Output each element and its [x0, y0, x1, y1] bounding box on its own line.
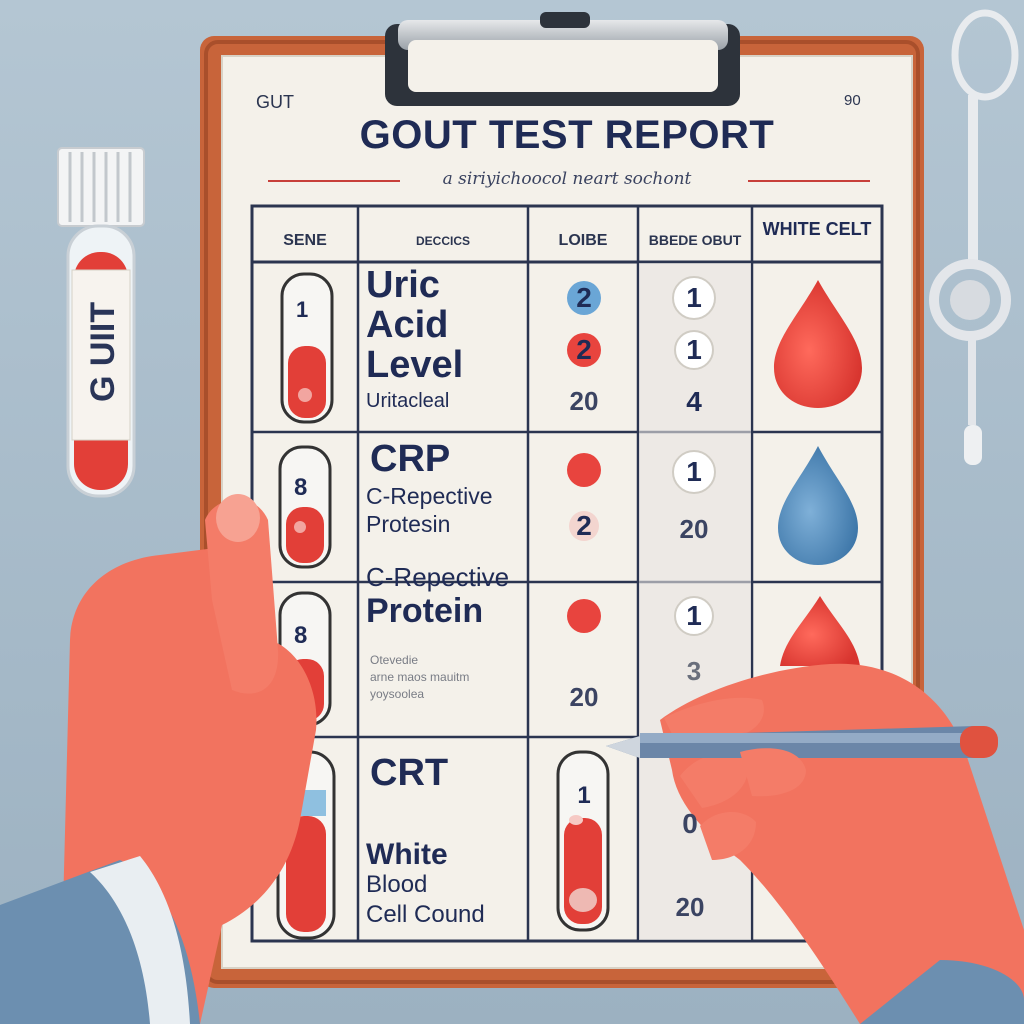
stethoscope-icon [929, 9, 1019, 465]
row1-count-1: 1 [686, 282, 702, 313]
row1-count-2: 1 [686, 334, 702, 365]
header-col-1: SENE [283, 232, 327, 249]
row1-name-line-1: Uric [366, 264, 440, 306]
pen-icon [606, 726, 998, 758]
corner-label-left: GUT [256, 92, 294, 112]
row3-note-3: yoysoolea [370, 687, 425, 701]
row2-sub-line-2: Protesin [366, 511, 451, 537]
row2-value-1: 2 [576, 510, 592, 541]
header-col-2: DECCICS [416, 234, 470, 248]
row1-test-name: Uric Acid Level [366, 265, 463, 385]
row3-count-1: 1 [686, 600, 702, 631]
row4-sub-line-3: Cell Cound [366, 901, 485, 928]
row1-tube-value: 1 [296, 297, 309, 322]
report-subtitle: a siriyichoocol neart sochont [442, 169, 692, 189]
header-col-5: WHITE CELT [763, 219, 872, 239]
row3-test-name: C-Repective Protein [366, 560, 509, 628]
row2-tube-value: 8 [294, 474, 308, 501]
row3-name-line-2: Protein [366, 592, 484, 630]
blood-drop-icon [774, 280, 862, 408]
row2-count-2: 20 [679, 514, 709, 544]
corner-label-right: 90 [844, 92, 861, 109]
row4-count-1: 0 [682, 808, 698, 839]
row4-count-2: 20 [675, 892, 705, 922]
header-col-3: LOIBE [559, 232, 608, 249]
row4-tube-value: 1 [577, 782, 591, 809]
row3-name-line-1: C-Repective [366, 562, 510, 592]
row2-test-name: CRP [370, 438, 451, 480]
sample-tube-label: G UIIT [84, 302, 122, 402]
row1-value-1: 2 [576, 282, 592, 313]
row1-sub: Uritacleal [366, 390, 450, 412]
row2-count-1: 1 [686, 456, 702, 487]
value-markers [567, 276, 716, 636]
row2-sub-line-1: C-Repective [366, 483, 493, 509]
row2-sub: C-Repective Protesin [366, 482, 493, 538]
row4-test-name: CRT [370, 752, 449, 794]
left-hand [0, 494, 317, 1024]
clipboard-clip [385, 12, 740, 106]
row3-note-1: Otevedie [370, 653, 419, 667]
row1-value-2: 2 [576, 334, 592, 365]
test-tube-icon [278, 445, 332, 569]
row1-count-3: 4 [686, 386, 702, 417]
row3-count-2: 3 [686, 656, 702, 686]
sample-test-tube [57, 147, 145, 498]
blood-drop-icon [780, 596, 860, 666]
row4-sub: White Blood Cell Cound [366, 840, 485, 930]
test-tube-icon [280, 272, 334, 424]
report-title: GOUT TEST REPORT [359, 113, 775, 157]
right-hand-fingers [740, 748, 1024, 1024]
test-tube-icon [556, 750, 610, 932]
row3-tube-value: 8 [294, 622, 308, 649]
water-drop-icon [778, 446, 858, 565]
row3-value-1: 20 [569, 682, 599, 712]
row1-name-line-3: Level [366, 344, 464, 386]
row1-name-line-2: Acid [366, 304, 449, 346]
row3-notes: Otevedie arne maos mauitm yoysoolea [370, 652, 469, 703]
row3-note-2: arne maos mauitm [370, 670, 470, 684]
header-col-4: BBEDE OBUT [649, 232, 742, 248]
row4-sub-line-1: White [366, 838, 448, 871]
row1-value-3: 20 [569, 386, 599, 416]
row4-sub-line-2: Blood [366, 871, 428, 898]
